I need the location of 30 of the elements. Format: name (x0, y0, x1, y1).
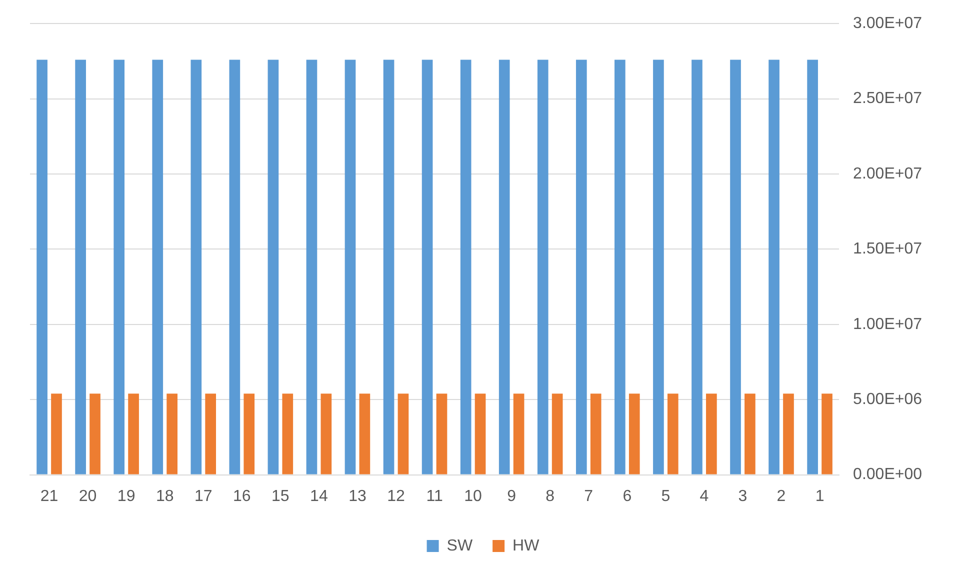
x-tick-label: 3 (738, 488, 748, 505)
y-tick-label: 0.00E+00 (853, 466, 922, 484)
x-tick-label: 13 (348, 488, 366, 505)
x-tick-label: 21 (40, 488, 58, 505)
x-tick-label: 19 (117, 488, 136, 505)
x-tick-label: 15 (272, 488, 290, 505)
x-tick-label: 8 (546, 488, 555, 505)
y-tick-label: 3.00E+07 (853, 15, 922, 32)
x-tick-label: 12 (387, 488, 405, 505)
x-tick-label: 2 (776, 488, 786, 505)
x-tick-label: 10 (464, 488, 482, 505)
x-tick-label: 18 (156, 488, 174, 505)
y-tick-label: 2.50E+07 (853, 90, 922, 108)
legend-label: HW (512, 537, 540, 554)
x-tick-label: 14 (310, 488, 328, 505)
x-tick-label: 16 (232, 488, 251, 505)
x-tick-label: 7 (584, 488, 594, 505)
y-tick-label: 1.50E+07 (853, 240, 922, 258)
y-tick-label: 1.00E+07 (853, 316, 922, 333)
x-tick-label: 9 (507, 488, 516, 505)
y-tick-label: 2.00E+07 (853, 165, 922, 182)
x-tick-label: 6 (622, 488, 632, 505)
x-tick-label: 11 (426, 488, 443, 505)
x-tick-label: 1 (815, 488, 824, 505)
x-tick-label: 20 (78, 488, 97, 505)
x-tick-label: 5 (661, 488, 670, 505)
legend-label: SW (446, 537, 474, 554)
x-tick-label: 17 (194, 488, 212, 505)
x-tick-label: 4 (700, 488, 709, 505)
y-tick-label: 5.00E+06 (853, 391, 922, 408)
